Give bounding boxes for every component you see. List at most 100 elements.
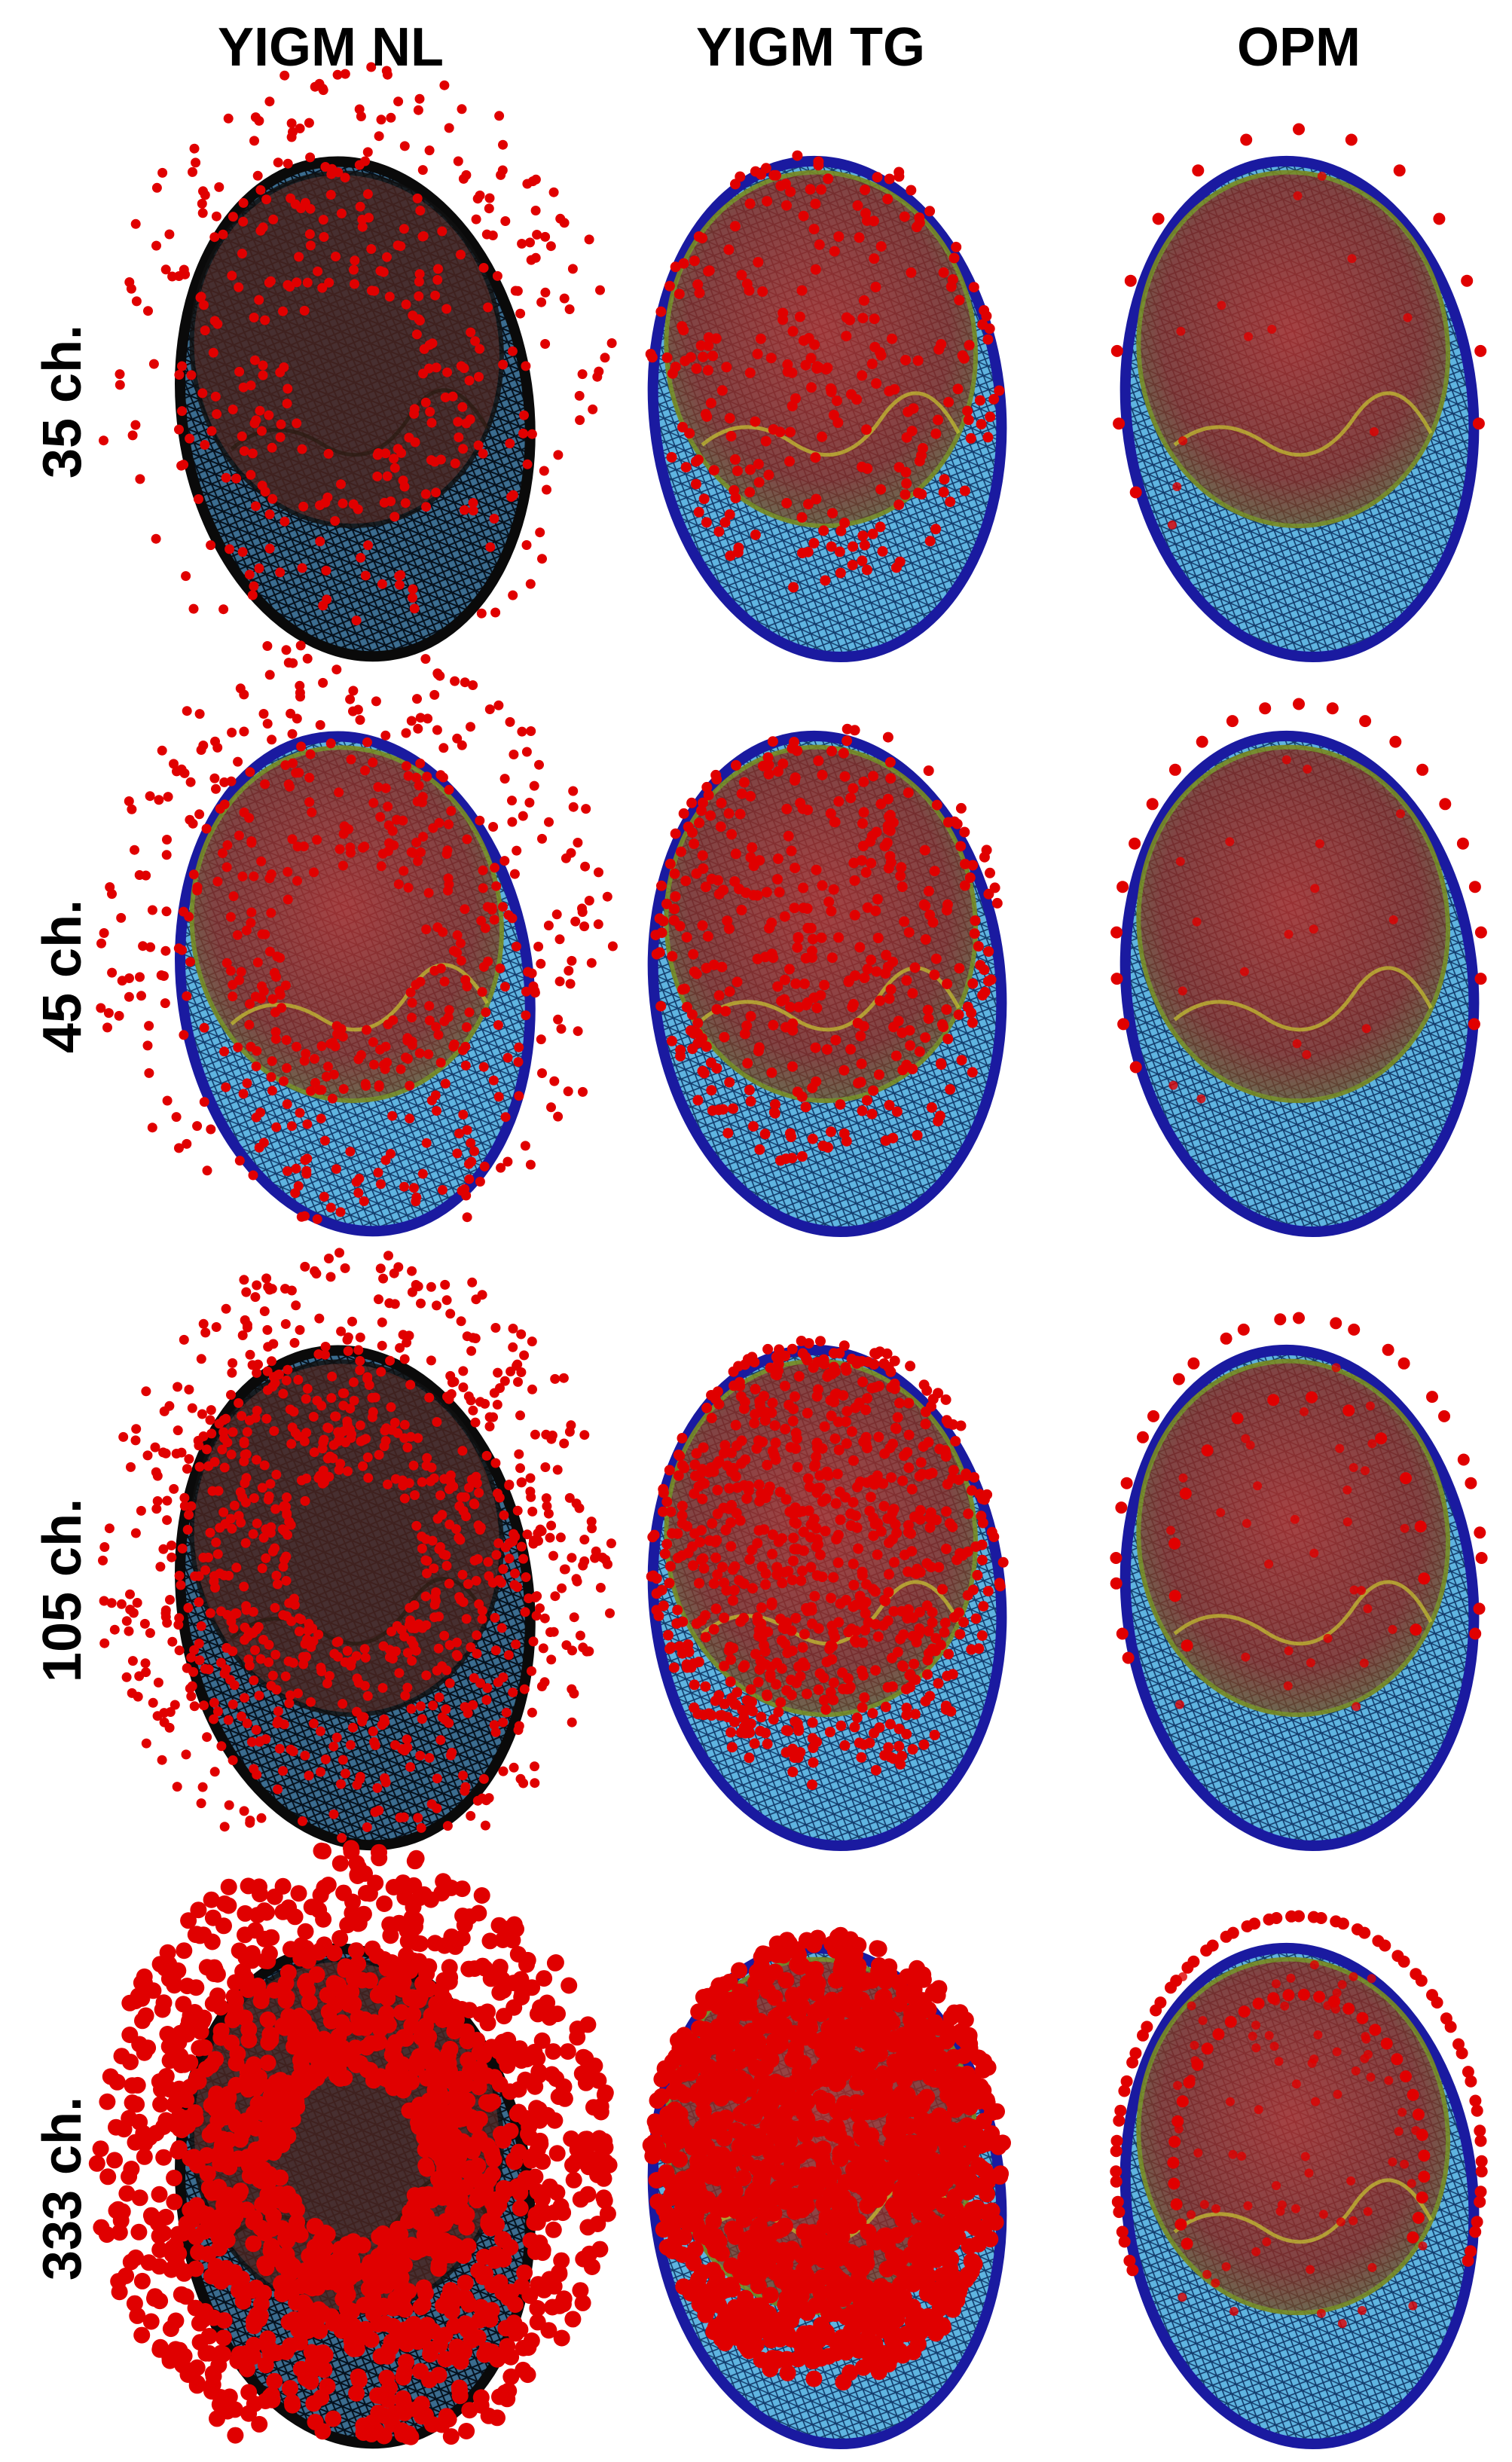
sensor: [880, 1701, 891, 1712]
sensor: [363, 1473, 374, 1483]
sensor: [304, 797, 315, 808]
sensor: [281, 1375, 292, 1385]
sensor: [549, 1076, 560, 1086]
sensor: [802, 1473, 814, 1484]
sensor: [124, 991, 134, 1002]
sensor: [174, 1143, 184, 1153]
sensor: [198, 186, 208, 197]
sensor: [510, 1569, 520, 1579]
sensor: [160, 945, 171, 956]
sensor: [491, 1984, 509, 2001]
sensor: [704, 265, 715, 276]
sensor: [293, 1688, 303, 1699]
sensor: [732, 1687, 743, 1698]
sensor: [257, 1483, 267, 1493]
sensor: [425, 407, 435, 417]
sensor: [291, 1163, 301, 1174]
sensor: [781, 200, 792, 211]
sensor: [350, 279, 359, 289]
sensor: [130, 2223, 148, 2241]
sensor: [976, 419, 987, 430]
sensor: [712, 1386, 723, 1397]
sensor: [270, 1504, 281, 1514]
sensor: [468, 498, 478, 508]
sensor: [152, 1496, 163, 1506]
sensor: [794, 311, 805, 322]
sensor: [310, 1054, 319, 1064]
sensor: [429, 1563, 439, 1574]
sensor: [923, 885, 934, 897]
sensor: [422, 1569, 432, 1578]
sensor: [368, 1726, 378, 1737]
sensor: [536, 958, 546, 969]
sensor: [581, 804, 591, 814]
sensor: [525, 1159, 536, 1170]
sensor: [282, 1166, 292, 1176]
sensor: [866, 1474, 878, 1486]
sensor: [362, 1452, 373, 1462]
sensor: [116, 912, 127, 923]
sensor: [188, 603, 199, 614]
sensor: [131, 2189, 148, 2207]
sensor: [135, 972, 145, 982]
sensor: [885, 984, 897, 995]
sensor: [806, 1602, 817, 1613]
sensor: [467, 1277, 478, 1288]
sensor: [735, 1391, 747, 1402]
sensor: [353, 1345, 364, 1355]
sensor: [475, 1678, 486, 1688]
sensor: [569, 2021, 586, 2037]
sensor: [292, 1041, 301, 1052]
sensor: [548, 187, 559, 197]
sensor: [355, 715, 365, 725]
sensor: [464, 1174, 475, 1184]
sensor: [849, 1721, 860, 1733]
sensor: [774, 426, 786, 438]
sensor: [281, 1611, 292, 1621]
sensor: [788, 1404, 799, 1415]
sensor: [234, 366, 245, 377]
sensor: [321, 565, 331, 576]
sensor: [556, 1024, 567, 1034]
sensor: [689, 966, 700, 977]
sensor: [546, 2112, 564, 2129]
sensor: [343, 1840, 359, 1857]
sensor: [131, 296, 142, 307]
sensor: [460, 1060, 471, 1071]
sensor: [550, 1591, 561, 1602]
sensor: [985, 411, 996, 423]
sensor: [513, 1376, 523, 1387]
brain: [1136, 170, 1451, 529]
sensor: [130, 845, 139, 855]
sensor: [508, 1342, 518, 1352]
sensor: [211, 784, 221, 794]
sensor: [741, 1493, 753, 1504]
sensor: [389, 512, 400, 522]
sensor: [212, 1549, 223, 1559]
sensor: [221, 862, 232, 872]
sensor: [710, 1552, 722, 1563]
sensor: [256, 856, 267, 866]
sensor: [441, 2062, 458, 2079]
sensor: [251, 501, 261, 512]
sensor: [127, 1656, 138, 1666]
sensor: [602, 891, 612, 902]
sensor: [379, 1059, 389, 1070]
sensor: [715, 821, 726, 832]
sensor: [264, 670, 275, 680]
sensor: [275, 990, 286, 1000]
sensor: [251, 1112, 261, 1123]
sensor: [661, 1538, 673, 1550]
sensor: [835, 1514, 846, 1526]
sensor: [108, 2073, 126, 2091]
sensor: [484, 2166, 501, 2183]
sensor: [240, 1622, 250, 1633]
sensor: [315, 719, 325, 730]
sensor: [860, 1608, 871, 1619]
sensor: [99, 1638, 110, 1648]
sensor: [475, 190, 485, 200]
sensor: [744, 285, 755, 296]
sensor: [167, 1636, 178, 1647]
sensor: [919, 845, 930, 856]
sensor: [241, 2070, 258, 2088]
